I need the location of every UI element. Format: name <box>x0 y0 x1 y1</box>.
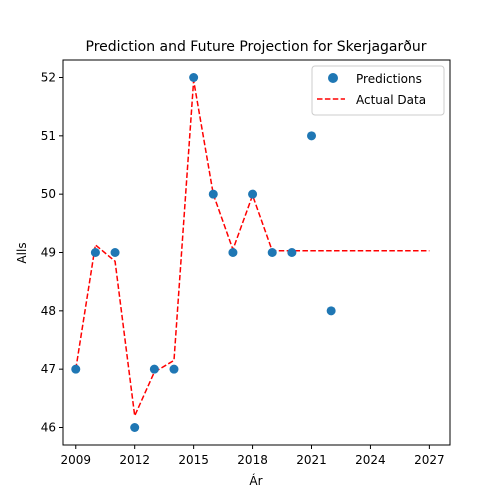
data-point-predictions <box>149 364 159 374</box>
data-point-predictions <box>307 131 317 141</box>
x-tick-label: 2009 <box>60 453 91 467</box>
data-point-predictions <box>169 364 179 374</box>
y-tick-label: 49 <box>41 246 56 260</box>
axis-ticks: 2009 2012 2015 2018 2021 2024 2027 46 47 48 49 50 51… <box>41 71 445 468</box>
legend: Predictions Actual Data <box>311 65 445 116</box>
data-point-predictions <box>267 248 277 257</box>
legend-box <box>311 65 445 116</box>
x-axis-label: Ár <box>249 473 262 488</box>
x-tick-label: 2027 <box>414 453 445 467</box>
x-tick-label: 2015 <box>178 453 209 467</box>
y-tick-label: 46 <box>41 421 56 435</box>
y-tick-label: 48 <box>41 304 56 318</box>
x-tick-label: 2021 <box>296 453 327 467</box>
data-point-predictions <box>248 189 258 199</box>
legend-label-actual-data: Actual Data <box>356 93 426 107</box>
x-tick-label: 2024 <box>355 453 386 467</box>
data-point-predictions <box>71 364 81 374</box>
data-point-predictions <box>208 189 218 199</box>
y-tick-label: 47 <box>41 362 56 376</box>
x-tick-label: 2018 <box>237 453 268 467</box>
data-point-predictions <box>90 248 100 257</box>
x-tick-label: 2012 <box>119 453 150 467</box>
data-point-predictions <box>189 73 199 82</box>
y-tick-label: 50 <box>41 187 56 201</box>
data-point-predictions <box>326 306 336 316</box>
data-point-predictions <box>130 423 140 432</box>
y-tick-label: 52 <box>41 71 56 85</box>
data-point-predictions <box>110 248 120 257</box>
data-point-predictions <box>228 248 238 257</box>
series-line-actual-data <box>75 80 430 419</box>
y-axis-label: Alls <box>15 242 29 263</box>
y-tick-label: 51 <box>41 129 56 143</box>
plot-area <box>71 73 430 432</box>
data-point-predictions <box>287 248 297 257</box>
legend-label-predictions: Predictions <box>356 72 422 86</box>
chart-title: Prediction and Future Projection for Ske… <box>86 39 427 55</box>
legend-marker-predictions <box>328 73 338 83</box>
